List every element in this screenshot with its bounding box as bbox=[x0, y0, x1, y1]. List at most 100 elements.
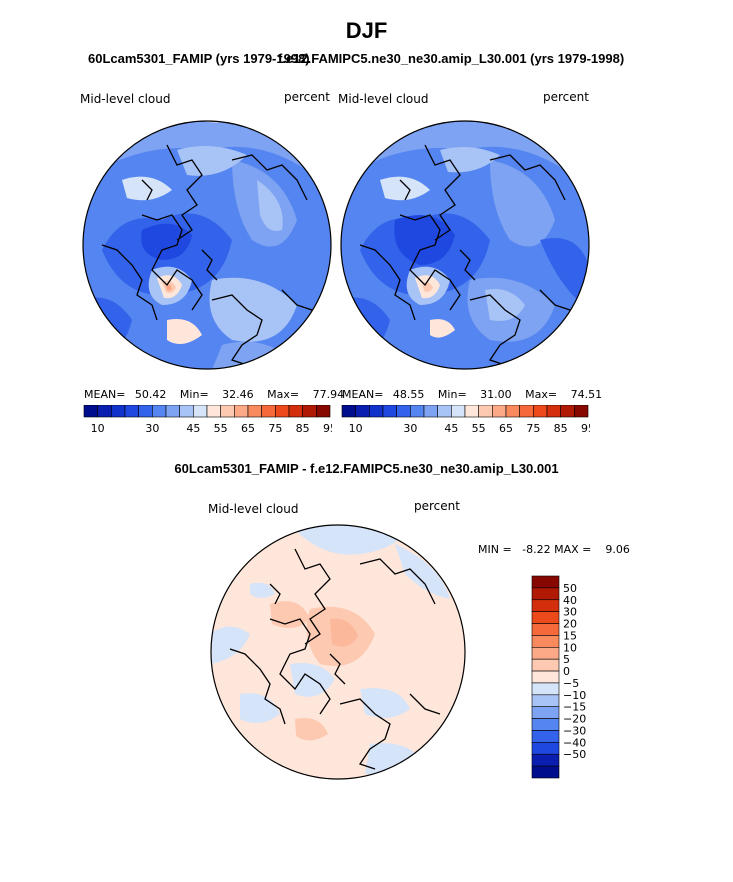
diff-colorbar-tick-label: −10 bbox=[563, 689, 586, 702]
panel2-max-value: 74.51 bbox=[570, 388, 603, 401]
colorbar-swatch bbox=[83, 405, 98, 418]
colorbar-swatch bbox=[341, 405, 356, 418]
colorbar-swatch bbox=[546, 405, 561, 418]
panel1-units-label: percent bbox=[284, 90, 330, 104]
colorbar-swatch bbox=[97, 405, 112, 418]
diff-units-label: percent bbox=[414, 499, 460, 513]
diff-colorbar-tick-label: 5 bbox=[563, 653, 570, 666]
panel2-min-value: 31.00 bbox=[480, 388, 512, 401]
colorbar-tick-label: 10 bbox=[349, 422, 363, 435]
colorbar-swatch bbox=[519, 405, 534, 418]
diff-colorbar-swatch bbox=[531, 694, 560, 708]
colorbar-swatch bbox=[574, 405, 589, 418]
panel1-stats: MEAN= 50.42 Min= 32.46 Max= 77.94 bbox=[84, 388, 344, 401]
panel1-mean-label: MEAN= bbox=[84, 388, 126, 401]
panel2-units-label: percent bbox=[543, 90, 589, 104]
diff-colorbar-swatch bbox=[531, 587, 560, 601]
main-title: DJF bbox=[345, 18, 388, 43]
panel2-run-title: f.e12.FAMIPC5.ne30_ne30.amip_L30.001 (yr… bbox=[278, 51, 625, 66]
diff-colorbar-swatch bbox=[531, 753, 560, 767]
colorbar-swatch bbox=[165, 405, 180, 418]
diff-minmax: MIN = -8.22 MAX = 9.06 bbox=[478, 543, 630, 556]
diff-variable-label: Mid-level cloud bbox=[208, 502, 299, 516]
colorbar-swatch bbox=[138, 405, 153, 418]
colorbar-tick-label: 75 bbox=[268, 422, 282, 435]
diff-colorbar-tick-label: 0 bbox=[563, 665, 570, 678]
diff-colorbar-swatch bbox=[531, 765, 560, 779]
colorbar-swatch bbox=[505, 405, 520, 418]
colorbar-tick-label: 45 bbox=[444, 422, 458, 435]
diff-colorbar-swatch bbox=[531, 575, 560, 589]
colorbar-swatch bbox=[369, 405, 384, 418]
diff-colorbar-tick-label: 40 bbox=[563, 594, 577, 607]
colorbar-swatch bbox=[316, 405, 331, 418]
panel2-mean-value: 48.55 bbox=[392, 388, 425, 401]
colorbar-swatch bbox=[124, 405, 139, 418]
colorbar-swatch bbox=[382, 405, 397, 418]
colorbar-swatch bbox=[234, 405, 249, 418]
panel1-variable-label: Mid-level cloud bbox=[80, 92, 171, 106]
diff-colorbar-swatch bbox=[531, 623, 560, 636]
colorbar-tick-label: 10 bbox=[91, 422, 105, 435]
diff-colorbar-swatch bbox=[531, 718, 560, 731]
panel2-mean-label: MEAN= bbox=[342, 388, 384, 401]
diff-colorbar-tick-label: −15 bbox=[563, 701, 586, 714]
panel1-max-label: Max= bbox=[267, 388, 300, 401]
panel1-max-value: 77.94 bbox=[312, 388, 345, 401]
colorbar-swatch bbox=[247, 405, 262, 418]
diff-colorbar-swatch bbox=[531, 742, 560, 755]
colorbar-swatch bbox=[560, 405, 575, 418]
colorbar-swatch bbox=[478, 405, 493, 418]
colorbar-tick-label: 65 bbox=[499, 422, 513, 435]
colorbar-tick-label: 85 bbox=[554, 422, 568, 435]
colorbar-swatch bbox=[111, 405, 126, 418]
diff-colorbar-swatch bbox=[531, 599, 560, 612]
diff-colorbar-tick-label: 30 bbox=[563, 606, 577, 619]
diff-colorbar-swatch bbox=[531, 658, 560, 672]
colorbar-swatch bbox=[275, 405, 290, 418]
colorbar-tick-label: 65 bbox=[241, 422, 255, 435]
colorbar-swatch bbox=[464, 405, 479, 418]
diff-colorbar-swatch bbox=[531, 646, 560, 660]
colorbar-swatch bbox=[355, 405, 370, 418]
diff-colorbar-swatch bbox=[531, 730, 560, 743]
colorbar-swatch bbox=[396, 405, 411, 418]
colorbar-tick-label: 75 bbox=[526, 422, 540, 435]
diff-colorbar-swatch bbox=[531, 635, 560, 648]
colorbar-swatch bbox=[302, 405, 317, 418]
diff-colorbar-swatch bbox=[531, 611, 560, 624]
diff-title: 60Lcam5301_FAMIP - f.e12.FAMIPC5.ne30_ne… bbox=[174, 461, 559, 476]
diff-colorbar-tick-label: −30 bbox=[563, 724, 586, 737]
colorbar-swatch bbox=[437, 405, 452, 418]
diff-colorbar-tick-label: 15 bbox=[563, 629, 577, 642]
colorbar-swatch bbox=[410, 405, 425, 418]
panel2-stats: MEAN= 48.55 Min= 31.00 Max= 74.51 bbox=[342, 388, 602, 401]
colorbar-tick-label: 30 bbox=[403, 422, 417, 435]
diff-colorbar-swatch bbox=[531, 670, 560, 684]
panel1-run-title: 60Lcam5301_FAMIP (yrs 1979-1998) bbox=[88, 51, 310, 66]
diff-colorbar-swatch bbox=[531, 706, 560, 719]
colorbar-tick-label: 95 bbox=[323, 422, 332, 435]
panel2-min-label: Min= bbox=[437, 388, 467, 401]
colorbar-swatch bbox=[451, 405, 466, 418]
panel2-polar-map bbox=[340, 120, 590, 370]
diff-colorbar-swatch bbox=[531, 682, 560, 696]
panel2-max-label: Max= bbox=[525, 388, 558, 401]
diff-colorbar-tick-label: −5 bbox=[563, 677, 579, 690]
diff-polar-map bbox=[210, 524, 466, 780]
colorbar-tick-label: 85 bbox=[296, 422, 310, 435]
colorbar-swatch bbox=[533, 405, 548, 418]
panel1-polar-map bbox=[82, 120, 332, 370]
diff-colorbar-tick-label: 10 bbox=[563, 641, 577, 654]
colorbar-swatch bbox=[193, 405, 208, 418]
panel2-variable-label: Mid-level cloud bbox=[338, 92, 429, 106]
colorbar-swatch bbox=[152, 405, 167, 418]
diff-colorbar-tick-label: 50 bbox=[563, 582, 577, 595]
colorbar-swatch bbox=[423, 405, 438, 418]
colorbar-swatch bbox=[206, 405, 221, 418]
diff-colorbar-tick-label: −40 bbox=[563, 736, 586, 749]
colorbar-tick-label: 55 bbox=[472, 422, 486, 435]
diff-colorbar-tick-label: −20 bbox=[563, 713, 586, 726]
panel1-min-label: Min= bbox=[179, 388, 209, 401]
colorbar-swatch bbox=[179, 405, 194, 418]
